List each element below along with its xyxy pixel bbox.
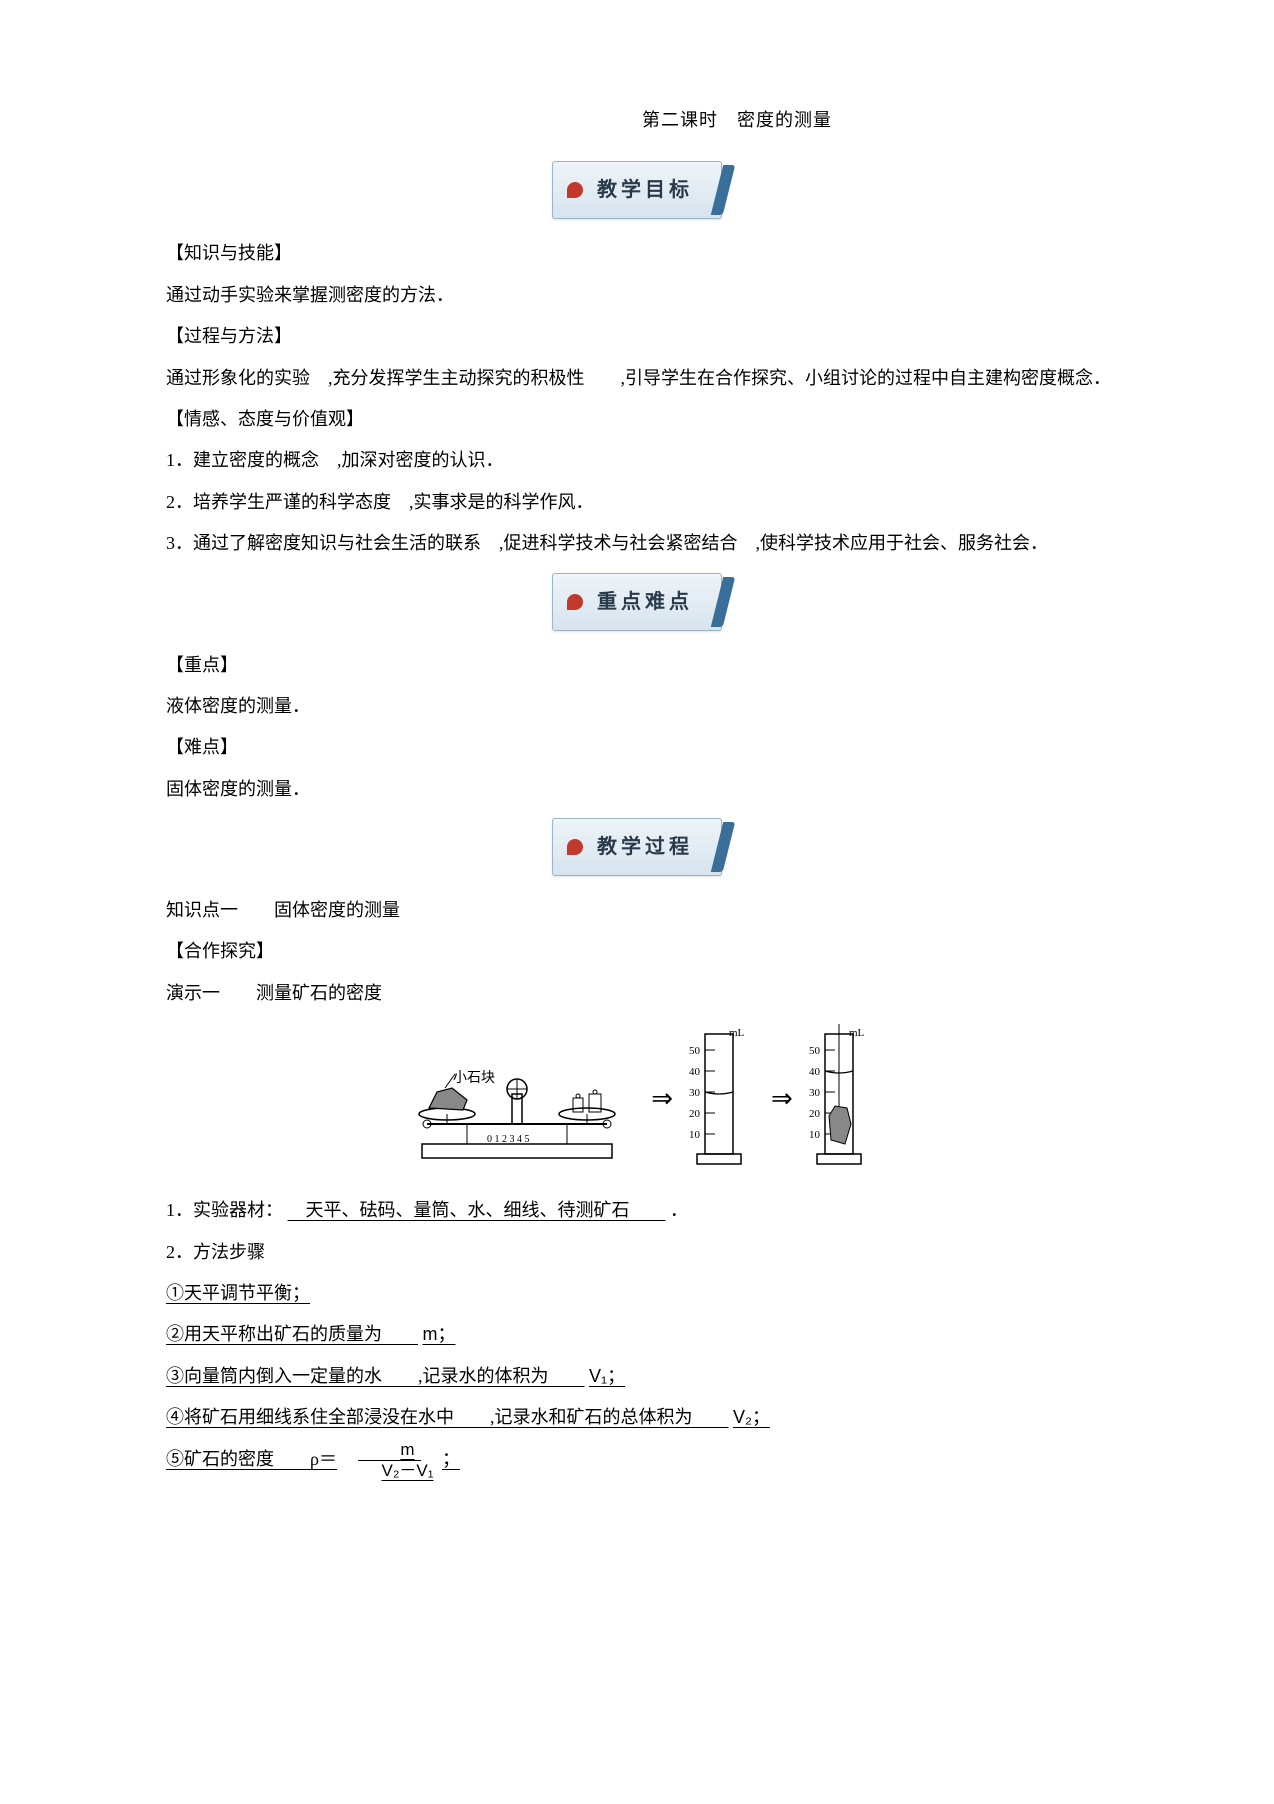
step-2-pre: ②用天平称出矿石的质量为 — [166, 1324, 418, 1344]
key-title: 【重点】 — [130, 645, 1144, 686]
tag-label-objectives: 教学目标 — [597, 179, 693, 201]
diff-title: 【难点】 — [130, 727, 1144, 768]
frac-num: m — [358, 1440, 420, 1461]
svg-text:50: 50 — [689, 1045, 701, 1057]
apparatus-val: 天平、砝码、量筒、水、细线、待测矿石 — [288, 1200, 666, 1220]
step-3-val: V₁； — [589, 1366, 625, 1386]
process-title: 【过程与方法】 — [130, 316, 1144, 357]
cylinder-after-icon: mL 50 40 30 20 10 — [807, 1024, 877, 1174]
tag-label-process: 教学过程 — [597, 836, 693, 858]
svg-text:50: 50 — [809, 1045, 821, 1057]
page-title: 第二课时 密度的测量 — [130, 100, 1144, 141]
tag-accent-icon — [711, 822, 735, 872]
tag-accent-icon — [711, 577, 735, 627]
step-4-pre: ④将矿石用细线系住全部浸没在水中 ,记录水和矿石的总体积为 — [166, 1407, 729, 1427]
svg-text:20: 20 — [689, 1108, 701, 1120]
svg-text:0 1 2 3 4 5: 0 1 2 3 4 5 — [487, 1134, 530, 1145]
apparatus-line: 1．实验器材： 天平、砝码、量筒、水、细线、待测矿石 ． — [130, 1190, 1144, 1231]
section-tag-keydiff: 重点难点 — [130, 573, 1144, 631]
key-body: 液体密度的测量． — [130, 686, 1144, 727]
tag-accent-icon — [711, 165, 735, 215]
section-tag-process: 教学过程 — [130, 818, 1144, 876]
step-4-val: V₂； — [733, 1407, 770, 1427]
step-5-pre: ⑤矿石的密度 ρ＝ — [166, 1449, 337, 1469]
svg-text:10: 10 — [689, 1129, 701, 1141]
step-5: ⑤矿石的密度 ρ＝ m V₂－V₁ ； — [130, 1439, 1144, 1482]
kp1-demo: 演示一 测量矿石的密度 — [130, 973, 1144, 1014]
cylinder-before-icon: mL 50 40 30 20 10 — [687, 1024, 757, 1174]
experiment-diagram: 小石块 0 1 2 3 4 5 ⇒ mL 50 40 30 20 10 — [130, 1024, 1144, 1174]
step-3: ③向量筒内倒入一定量的水 ,记录水的体积为 V₁； — [130, 1356, 1144, 1397]
drop-icon — [567, 182, 583, 198]
step-2: ②用天平称出矿石的质量为 m； — [130, 1314, 1144, 1355]
affect-1: 1．建立密度的概念 ,加深对密度的认识． — [130, 440, 1144, 481]
arrow-icon: ⇒ — [651, 1069, 673, 1129]
affect-3: 3．通过了解密度知识与社会生活的联系 ,促进科学技术与社会紧密结合 ,使科学技术… — [130, 523, 1144, 564]
step-5-end: ； — [442, 1449, 460, 1469]
step-3-pre: ③向量筒内倒入一定量的水 ,记录水的体积为 — [166, 1366, 585, 1386]
balance-icon: 小石块 0 1 2 3 4 5 — [397, 1054, 637, 1174]
knowledge-title: 【知识与技能】 — [130, 233, 1144, 274]
svg-text:40: 40 — [809, 1066, 821, 1078]
density-fraction: m V₂－V₁ — [341, 1440, 437, 1482]
svg-text:20: 20 — [809, 1108, 821, 1120]
step-4: ④将矿石用细线系住全部浸没在水中 ,记录水和矿石的总体积为 V₂； — [130, 1397, 1144, 1438]
step-1: ①天平调节平衡； — [130, 1273, 1144, 1314]
step-2-val: m； — [423, 1324, 456, 1344]
svg-text:30: 30 — [689, 1087, 701, 1099]
svg-text:mL: mL — [729, 1027, 745, 1039]
svg-text:40: 40 — [689, 1066, 701, 1078]
svg-text:30: 30 — [809, 1087, 821, 1099]
method-label: 2．方法步骤 — [130, 1232, 1144, 1273]
diff-body: 固体密度的测量． — [130, 769, 1144, 810]
stone-label: 小石块 — [453, 1070, 495, 1086]
process-body: 通过形象化的实验 ,充分发挥学生主动探究的积极性 ,引导学生在合作探究、小组讨论… — [130, 358, 1144, 399]
svg-text:10: 10 — [809, 1129, 821, 1141]
drop-icon — [567, 594, 583, 610]
affect-2: 2．培养学生严谨的科学态度 ,实事求是的科学作风． — [130, 482, 1144, 523]
svg-text:mL: mL — [849, 1027, 865, 1039]
knowledge-body: 通过动手实验来掌握测密度的方法． — [130, 275, 1144, 316]
section-tag-objectives: 教学目标 — [130, 161, 1144, 219]
apparatus-end: ． — [670, 1200, 688, 1220]
kp1-heading: 知识点一 固体密度的测量 — [130, 890, 1144, 931]
affect-title: 【情感、态度与价值观】 — [130, 399, 1144, 440]
arrow-icon: ⇒ — [771, 1069, 793, 1129]
kp1-coop: 【合作探究】 — [130, 931, 1144, 972]
step-1-text: ①天平调节平衡； — [166, 1283, 310, 1303]
drop-icon — [567, 839, 583, 855]
apparatus-label: 1．实验器材： — [166, 1200, 283, 1220]
frac-den: V₂－V₁ — [341, 1461, 437, 1481]
tag-label-keydiff: 重点难点 — [597, 591, 693, 613]
